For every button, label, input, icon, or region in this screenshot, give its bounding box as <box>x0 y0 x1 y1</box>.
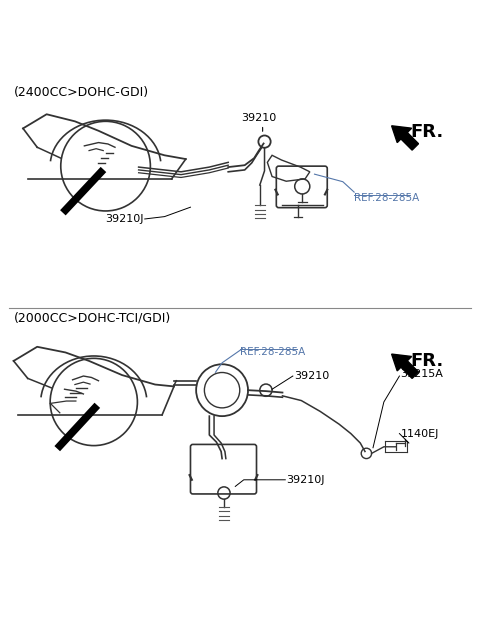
Text: 39210: 39210 <box>294 371 329 381</box>
Text: REF.28-285A: REF.28-285A <box>354 193 420 203</box>
Text: (2000CC>DOHC-TCI/GDI): (2000CC>DOHC-TCI/GDI) <box>13 311 171 324</box>
Polygon shape <box>392 354 419 378</box>
Text: FR.: FR. <box>411 123 444 141</box>
Text: 39210J: 39210J <box>286 475 325 485</box>
Polygon shape <box>392 126 419 150</box>
Text: 39210: 39210 <box>241 113 276 123</box>
Text: 1140EJ: 1140EJ <box>400 428 439 438</box>
Text: FR.: FR. <box>411 352 444 370</box>
Text: (2400CC>DOHC-GDI): (2400CC>DOHC-GDI) <box>13 86 149 99</box>
Text: REF.28-285A: REF.28-285A <box>240 347 305 356</box>
Text: 39210J: 39210J <box>105 214 144 224</box>
Text: 39215A: 39215A <box>400 369 443 379</box>
